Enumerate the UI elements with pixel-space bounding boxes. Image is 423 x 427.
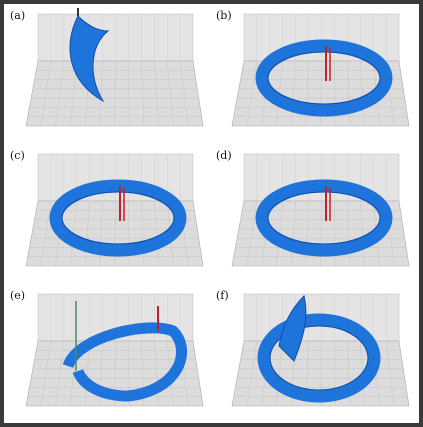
- panel-label: (e): [10, 289, 25, 302]
- panel-label: (b): [216, 9, 232, 22]
- panel: (e): [10, 289, 203, 406]
- panel: (a): [10, 8, 203, 126]
- panel-label: (a): [10, 9, 25, 22]
- figure: (a) (b) (c) (d) (e) (f): [0, 0, 423, 427]
- panel-label: (d): [216, 149, 232, 162]
- panel: (d): [216, 149, 409, 266]
- panel-label: (c): [10, 149, 25, 162]
- panel: (c): [10, 149, 203, 266]
- panel-label: (f): [216, 289, 229, 302]
- panel: (f): [216, 289, 409, 406]
- panel: (b): [216, 9, 409, 126]
